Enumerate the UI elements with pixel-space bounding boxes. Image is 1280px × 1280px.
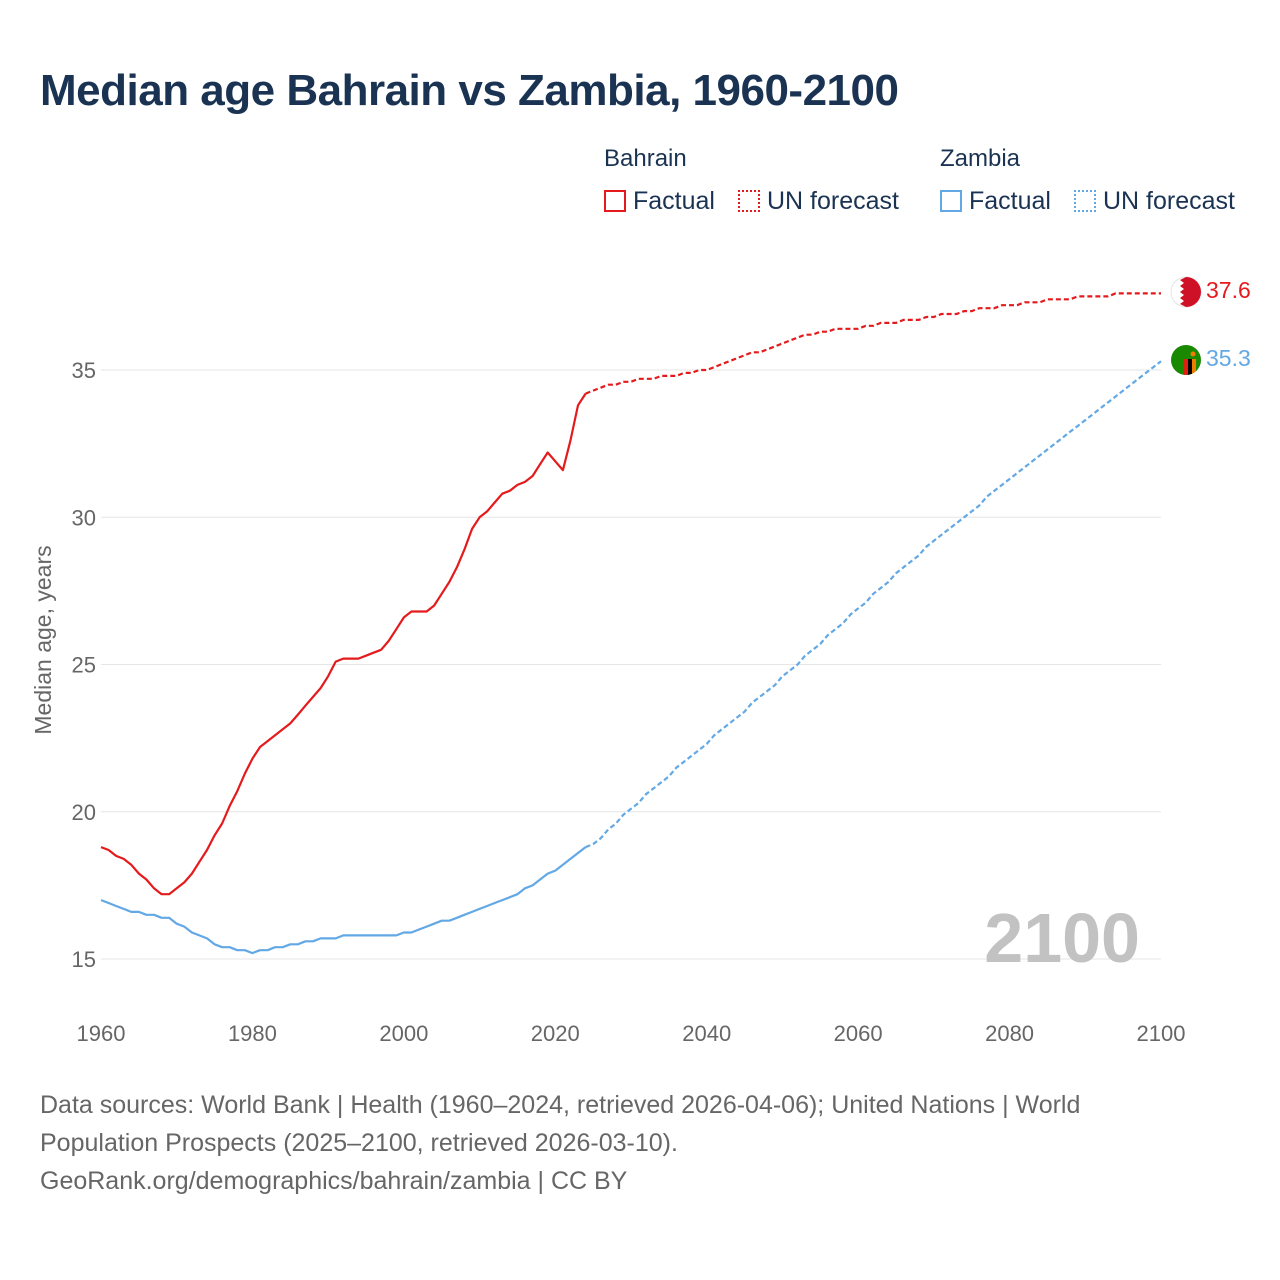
bahrain-forecast-line	[585, 292, 1161, 395]
legend-label: UN forecast	[767, 186, 899, 215]
sources-text: Data sources: World Bank | Health (1960–…	[40, 1091, 1081, 1157]
zambia-factual-line	[100, 846, 587, 955]
x-tick-label: 2020	[531, 1021, 580, 1046]
legend-item-zambia-forecast[interactable]: UN forecast	[1074, 186, 1235, 216]
legend-item-bahrain-forecast[interactable]: UN forecast	[738, 186, 899, 216]
zambia-forecast-line	[585, 360, 1162, 849]
zambia-end-value: 35.3	[1206, 345, 1251, 371]
bahrain-flag-icon	[1170, 276, 1202, 308]
legend-swatch-dotted-icon	[1074, 190, 1096, 212]
legend-swatch-solid-icon	[940, 190, 962, 212]
y-tick-label: 25	[72, 653, 96, 678]
legend-item-zambia-factual[interactable]: Factual	[940, 186, 1051, 216]
legend-label: Factual	[969, 186, 1051, 215]
legend-label: Factual	[633, 186, 715, 215]
attribution-link[interactable]: GeoRank.org/demographics/bahrain/zambia …	[40, 1167, 628, 1195]
legend-item-bahrain-factual[interactable]: Factual	[604, 186, 715, 216]
line-chart: 2100 15 20 25 30 35 1960 1980 2000 2020 2040 2060 2…	[30, 276, 1251, 1046]
legend-group-zambia: Zambia	[940, 145, 1021, 172]
legend-swatch-dotted-icon	[738, 190, 760, 212]
y-tick-label: 35	[72, 358, 96, 383]
x-tick-label: 2100	[1137, 1021, 1186, 1046]
legend-label: UN forecast	[1103, 186, 1235, 215]
x-tick-label: 2000	[379, 1021, 428, 1046]
bahrain-factual-line	[100, 393, 587, 896]
x-tick-label: 2080	[985, 1021, 1034, 1046]
zambia-flag-icon	[1171, 345, 1201, 375]
x-tick-label: 2060	[834, 1021, 883, 1046]
legend-swatch-solid-icon	[604, 190, 626, 212]
legend-group-bahrain: Bahrain	[604, 145, 687, 172]
y-tick-label: 30	[72, 505, 96, 530]
year-watermark: 2100	[984, 899, 1140, 977]
x-tick-label: 1980	[228, 1021, 277, 1046]
y-axis-label: Median age, years	[30, 545, 56, 734]
chart-title: Median age Bahrain vs Zambia, 1960-2100	[40, 66, 899, 115]
y-tick-label: 20	[72, 800, 96, 825]
x-tick-label: 1960	[77, 1021, 126, 1046]
bahrain-end-value: 37.6	[1206, 277, 1251, 303]
y-tick-label: 15	[72, 947, 96, 972]
data-sources: Data sources: World Bank | Health (1960–…	[40, 1086, 1200, 1200]
x-tick-label: 2040	[682, 1021, 731, 1046]
